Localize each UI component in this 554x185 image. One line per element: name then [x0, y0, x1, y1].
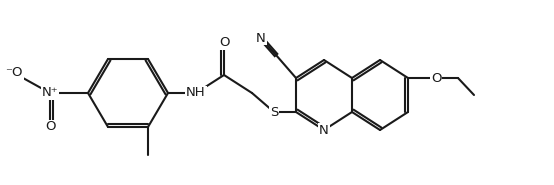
Text: ⁻O: ⁻O — [5, 66, 23, 80]
Text: NH: NH — [186, 87, 206, 100]
Text: N: N — [319, 124, 329, 137]
Text: O: O — [431, 71, 441, 85]
Text: O: O — [219, 36, 229, 50]
Text: N⁺: N⁺ — [42, 87, 58, 100]
Text: N: N — [256, 31, 266, 45]
Text: S: S — [270, 105, 278, 119]
Text: O: O — [45, 120, 55, 134]
